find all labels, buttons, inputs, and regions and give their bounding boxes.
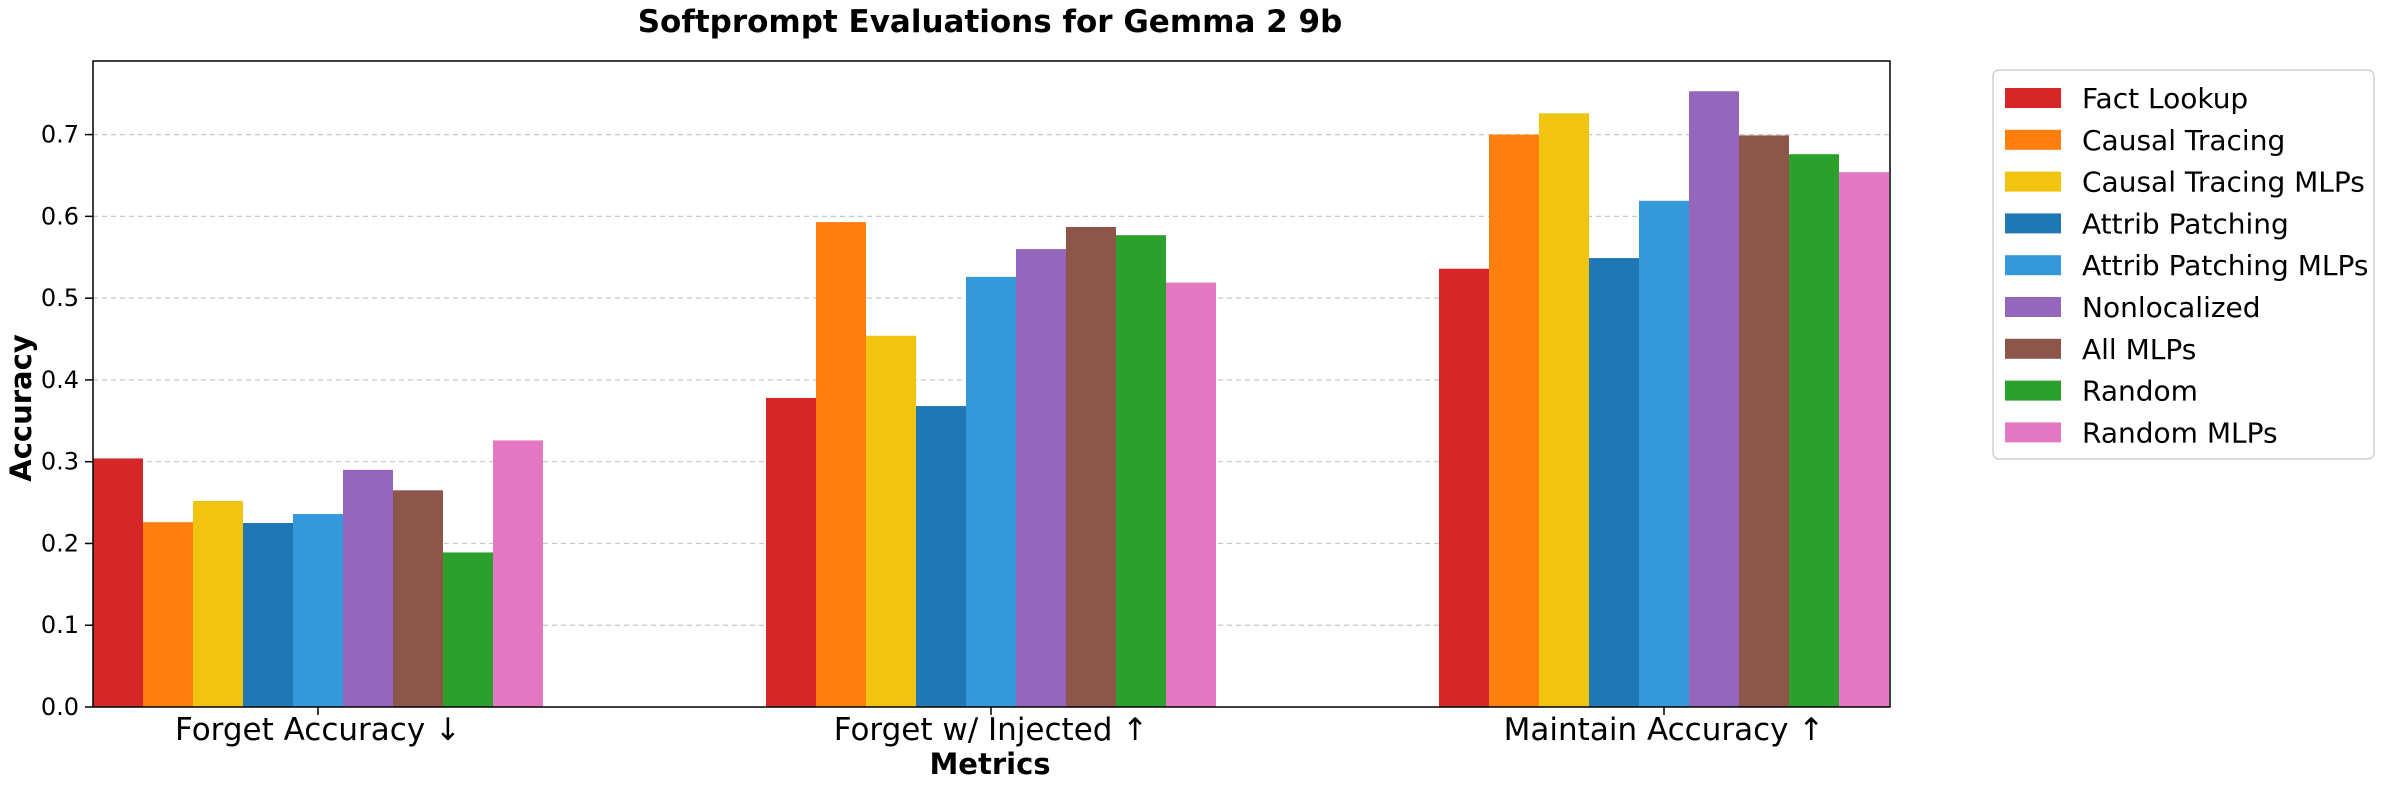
legend-label: Causal Tracing MLPs bbox=[2082, 166, 2365, 199]
bar bbox=[1739, 135, 1789, 707]
y-tick-label: 0.6 bbox=[41, 202, 79, 230]
bar bbox=[143, 522, 193, 707]
bar bbox=[916, 406, 966, 707]
legend-swatch bbox=[2005, 88, 2061, 108]
legend-swatch bbox=[2005, 338, 2061, 359]
legend-label: Nonlocalized bbox=[2082, 291, 2261, 324]
bar bbox=[443, 552, 493, 707]
x-tick-label: Forget Accuracy ↓ bbox=[175, 712, 461, 748]
legend-swatch bbox=[2005, 129, 2061, 150]
bar bbox=[1789, 154, 1839, 707]
bar bbox=[1489, 134, 1539, 707]
bar bbox=[766, 397, 816, 707]
bar bbox=[393, 490, 443, 707]
legend-label: Causal Tracing bbox=[2082, 124, 2285, 157]
legend-label: Random MLPs bbox=[2082, 416, 2278, 449]
bar bbox=[1439, 268, 1489, 707]
legend-swatch bbox=[2005, 297, 2061, 317]
bar bbox=[343, 469, 393, 707]
bar bbox=[193, 500, 243, 707]
bar bbox=[293, 514, 343, 707]
bar bbox=[93, 458, 143, 707]
bar bbox=[243, 523, 293, 707]
x-axis-ticks: Forget Accuracy ↓ Forget w/ Injected ↑ Mai… bbox=[175, 707, 1824, 748]
bars bbox=[93, 91, 1889, 708]
legend-label: Random bbox=[2082, 375, 2198, 408]
y-axis-title: Accuracy bbox=[4, 334, 38, 482]
bar bbox=[1589, 258, 1639, 707]
legend-swatch bbox=[2005, 380, 2061, 401]
y-tick-label: 0.5 bbox=[41, 284, 79, 312]
y-axis-ticks: 0.0 0.1 0.2 0.3 0.4 0.5 0.6 0.7 bbox=[41, 121, 93, 721]
bar bbox=[1539, 113, 1589, 708]
y-tick-label: 0.4 bbox=[41, 366, 79, 394]
legend-label: Attrib Patching bbox=[2082, 207, 2289, 240]
y-tick-label: 0.1 bbox=[41, 611, 79, 639]
legend-box bbox=[1992, 69, 2375, 460]
x-tick-label: Maintain Accuracy ↑ bbox=[1504, 712, 1825, 748]
y-tick-label: 0.3 bbox=[41, 448, 79, 476]
y-tick-label: 0.0 bbox=[41, 693, 79, 721]
x-tick-label: Forget w/ Injected ↑ bbox=[834, 712, 1149, 748]
x-axis-title: Metrics bbox=[929, 747, 1050, 781]
bar bbox=[1639, 200, 1689, 707]
legend-swatch bbox=[2005, 171, 2061, 192]
legend-swatch bbox=[2005, 422, 2061, 443]
y-tick-label: 0.2 bbox=[41, 529, 79, 557]
bar bbox=[816, 222, 866, 708]
bar bbox=[493, 440, 543, 707]
y-tick-label: 0.7 bbox=[41, 121, 79, 149]
bar bbox=[1166, 282, 1216, 707]
bar bbox=[1689, 91, 1739, 708]
bar bbox=[866, 335, 916, 707]
legend-label: All MLPs bbox=[2082, 333, 2196, 366]
bar bbox=[1066, 226, 1116, 707]
bar bbox=[1839, 172, 1889, 707]
bar bbox=[1016, 249, 1066, 708]
chart-title: Softprompt Evaluations for Gemma 2 9b bbox=[638, 4, 1343, 40]
legend-swatch bbox=[2005, 213, 2061, 234]
bar bbox=[1116, 235, 1166, 707]
legend: Fact Lookup Causal Tracing Causal Tracing … bbox=[1992, 69, 2375, 460]
legend-label: Attrib Patching MLPs bbox=[2082, 249, 2368, 282]
legend-label: Fact Lookup bbox=[2082, 82, 2248, 115]
legend-swatch bbox=[2005, 255, 2061, 276]
bar bbox=[966, 276, 1016, 707]
